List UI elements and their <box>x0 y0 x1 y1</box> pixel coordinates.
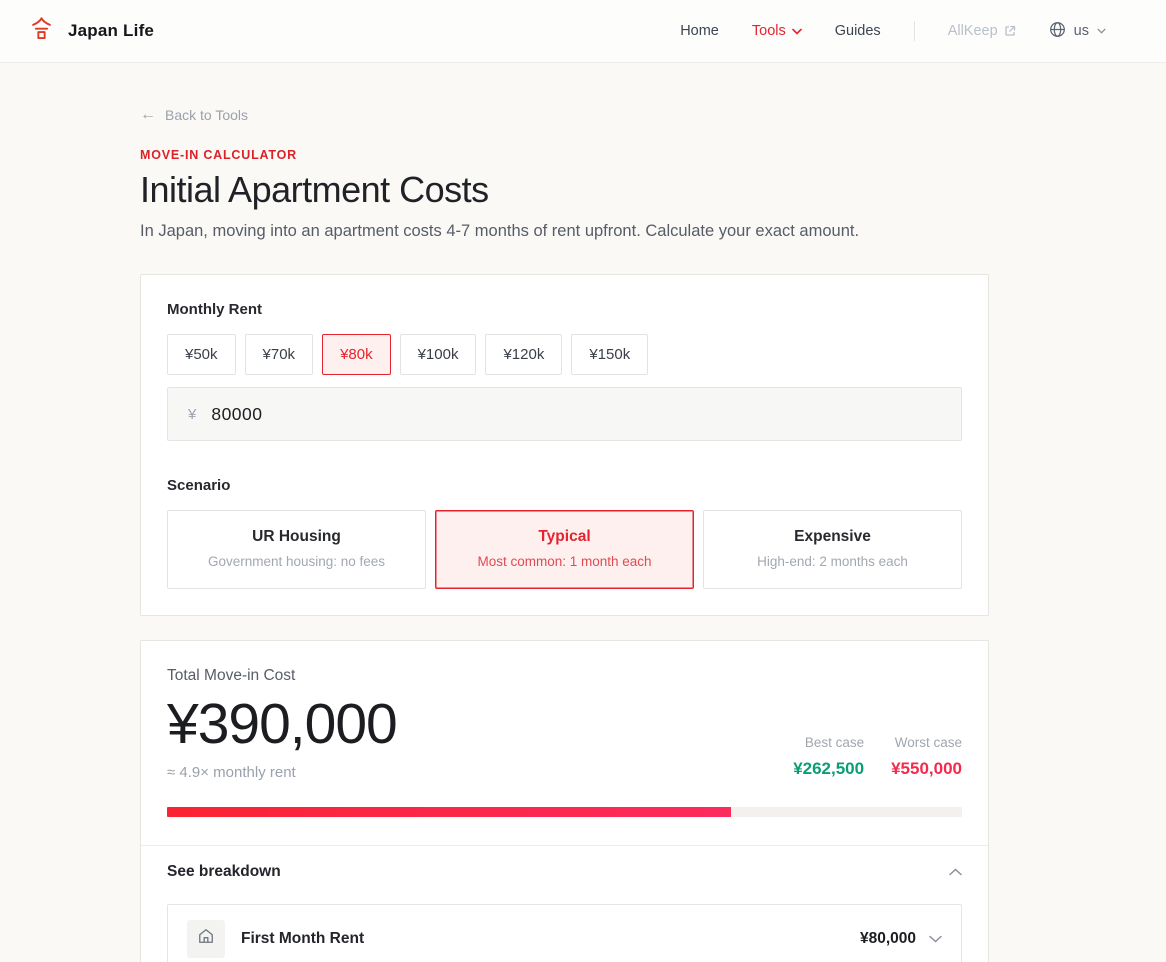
yen-prefix: ¥ <box>188 405 197 423</box>
total-cost-label: Total Move-in Cost <box>167 667 296 684</box>
main-nav: Home Tools Guides AllKeep us <box>680 21 1106 42</box>
rent-input-card: Monthly Rent ¥50k ¥70k ¥80k ¥100k ¥120k … <box>140 274 989 616</box>
chevron-up-icon <box>949 868 962 876</box>
breakdown-toggle-label: See breakdown <box>167 862 281 880</box>
external-link-icon <box>1004 25 1016 37</box>
locale-label: us <box>1073 23 1089 39</box>
rent-amount-input[interactable] <box>211 403 941 425</box>
chevron-down-icon <box>929 935 942 943</box>
breakdown-item-first-month-rent[interactable]: First Month Rent ¥80,000 <box>167 903 962 962</box>
nav-home[interactable]: Home <box>680 23 719 39</box>
scenario-name: UR Housing <box>252 528 341 545</box>
best-case: Best case ¥262,500 <box>793 735 864 779</box>
main-content: ← Back to Tools MOVE-IN CALCULATOR Initi… <box>0 63 1166 962</box>
scenario-ur-housing[interactable]: UR Housing Government housing: no fees <box>167 510 426 589</box>
results-card: Total Move-in Cost ¥390,000 ≈ 4.9× month… <box>140 640 989 962</box>
breakdown-item-name: First Month Rent <box>241 929 365 947</box>
rent-preset-70k[interactable]: ¥70k <box>244 334 314 375</box>
chevron-down-icon <box>791 28 802 35</box>
worst-case: Worst case ¥550,000 <box>891 735 962 779</box>
locale-switcher[interactable]: us <box>1049 21 1106 42</box>
rent-preset-100k[interactable]: ¥100k <box>399 334 477 375</box>
back-link-label: Back to Tools <box>165 107 249 123</box>
page-title: Initial Apartment Costs <box>140 169 489 210</box>
nav-guides[interactable]: Guides <box>834 23 881 39</box>
page-subtitle: In Japan, moving into an apartment costs… <box>140 222 860 240</box>
worst-case-label: Worst case <box>894 734 962 750</box>
scenario-description: High-end: 2 months each <box>757 554 908 569</box>
worst-case-value: ¥550,000 <box>891 758 962 778</box>
cost-progress-track <box>167 806 962 817</box>
scenario-name: Expensive <box>794 528 871 545</box>
header: Japan Life Home Tools Guides AllKeep <box>0 0 1166 63</box>
best-case-value: ¥262,500 <box>793 758 865 778</box>
nav-tools[interactable]: Tools <box>752 23 802 39</box>
house-icon <box>196 926 216 951</box>
best-case-label: Best case <box>804 734 865 750</box>
globe-icon <box>1049 21 1066 42</box>
scenario-description: Most common: 1 month each <box>477 554 652 569</box>
case-columns: Best case ¥262,500 Worst case ¥550,000 <box>793 735 962 781</box>
rent-preset-row: ¥50k ¥70k ¥80k ¥100k ¥120k ¥150k <box>167 334 962 375</box>
monthly-rent-label: Monthly Rent <box>167 301 262 318</box>
brand[interactable]: Japan Life <box>28 15 154 47</box>
breakdown-item-amount: ¥80,000 <box>859 929 916 947</box>
scenario-label: Scenario <box>167 477 231 494</box>
divider <box>141 844 988 846</box>
back-arrow-icon: ← <box>140 106 156 123</box>
scenario-grid: UR Housing Government housing: no fees T… <box>167 510 962 589</box>
icon-box <box>187 919 225 958</box>
rent-preset-150k[interactable]: ¥150k <box>571 334 649 375</box>
scenario-typical[interactable]: Typical Most common: 1 month each <box>435 510 694 589</box>
total-cost-value: ¥390,000 <box>167 692 398 756</box>
scenario-name: Typical <box>538 528 591 545</box>
brand-name: Japan Life <box>68 21 155 40</box>
nav-divider <box>913 21 915 41</box>
nav-allkeep[interactable]: AllKeep <box>948 23 1016 39</box>
eyebrow-label: MOVE-IN CALCULATOR <box>140 148 297 162</box>
rent-preset-80k[interactable]: ¥80k <box>322 334 391 375</box>
see-breakdown-toggle[interactable]: See breakdown <box>167 846 962 894</box>
progress-fill <box>167 806 732 817</box>
rent-multiple: ≈ 4.9× monthly rent <box>167 763 296 781</box>
rent-amount-field-wrap: ¥ <box>167 387 962 441</box>
chevron-down-icon <box>1097 28 1106 34</box>
scenario-description: Government housing: no fees <box>207 554 386 569</box>
total-row: ¥390,000 ≈ 4.9× monthly rent Best case ¥… <box>167 685 962 781</box>
rent-preset-50k[interactable]: ¥50k <box>167 334 236 375</box>
scenario-expensive[interactable]: Expensive High-end: 2 months each <box>703 510 962 589</box>
back-to-tools-link[interactable]: ← Back to Tools <box>140 106 249 124</box>
shrine-logo-icon <box>28 15 55 47</box>
rent-preset-120k[interactable]: ¥120k <box>485 334 563 375</box>
